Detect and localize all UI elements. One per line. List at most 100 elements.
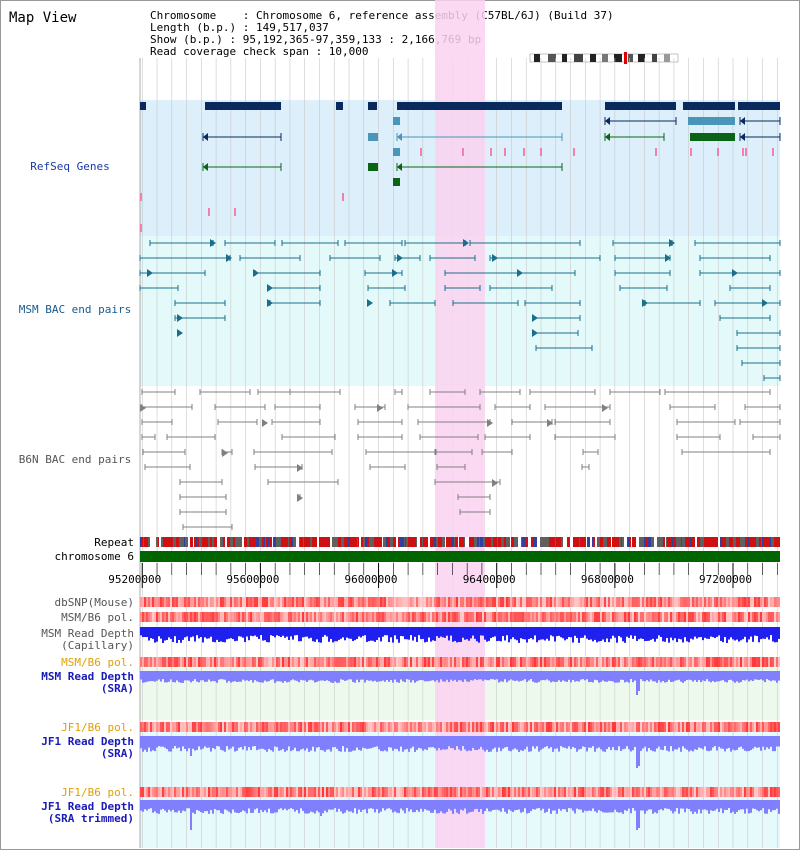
read-depth-bar	[574, 800, 576, 814]
polymorphism-cell	[512, 612, 514, 622]
polymorphism-cell	[774, 657, 776, 667]
polymorphism-cell	[498, 612, 500, 622]
polymorphism-cell	[298, 722, 300, 732]
read-depth-bar	[440, 671, 442, 680]
repeat-element	[443, 537, 445, 547]
read-depth-bar	[740, 736, 742, 747]
repeat-element	[454, 537, 455, 547]
polymorphism-cell	[640, 657, 642, 667]
repeat-element	[382, 537, 383, 547]
read-depth-bar	[370, 671, 372, 681]
read-depth-bar	[768, 671, 770, 681]
read-depth-bar	[242, 800, 244, 811]
polymorphism-cell	[256, 597, 258, 607]
repeat-element	[437, 537, 438, 547]
read-depth-bar	[222, 800, 224, 814]
polymorphism-cell	[494, 657, 496, 667]
polymorphism-cell	[758, 597, 760, 607]
read-depth-bar	[680, 671, 682, 682]
repeat-element	[593, 537, 595, 547]
read-depth-bar	[202, 671, 204, 681]
polymorphism-cell	[172, 597, 174, 607]
polymorphism-cell	[212, 612, 214, 622]
polymorphism-cell	[452, 787, 454, 797]
exon-mark	[573, 148, 575, 156]
read-depth-bar	[190, 671, 192, 683]
read-depth-bar	[320, 736, 322, 750]
refseq-gene-track[interactable]	[140, 102, 781, 232]
polymorphism-cell	[288, 612, 290, 622]
read-depth-bar	[282, 736, 284, 750]
polymorphism-cell	[272, 612, 274, 622]
polymorphism-cell	[744, 722, 746, 732]
polymorphism-cell	[574, 722, 576, 732]
polymorphism-cell	[576, 657, 578, 667]
polymorphism-cell	[356, 612, 358, 622]
polymorphism-cell	[182, 657, 184, 667]
polymorphism-cell	[718, 787, 720, 797]
read-depth-bar	[290, 627, 292, 637]
read-depth-bar	[172, 800, 174, 810]
polymorphism-cell	[756, 597, 758, 607]
polymorphism-cell	[618, 657, 620, 667]
read-depth-tracks[interactable]	[140, 627, 780, 830]
highlight-region[interactable]	[435, 0, 485, 848]
read-depth-bar	[374, 671, 376, 681]
gene-arrow	[203, 163, 208, 171]
polymorphism-cell	[302, 612, 304, 622]
chromosome-ideogram[interactable]	[528, 52, 682, 64]
gene-arrow	[605, 102, 610, 110]
gene-arrow	[397, 102, 402, 110]
read-depth-bar	[246, 627, 248, 637]
read-depth-bar	[640, 627, 642, 639]
polymorphism-cell	[532, 787, 534, 797]
polymorphism-cell	[526, 657, 528, 667]
read-depth-bar	[502, 627, 504, 637]
polymorphism-cell	[236, 657, 238, 667]
polymorphism-cell	[232, 597, 234, 607]
b6n-bac-track[interactable]	[140, 389, 781, 530]
polymorphism-cell	[540, 657, 542, 667]
polymorphism-cell	[572, 787, 574, 797]
repeat-element	[358, 537, 359, 547]
read-depth-bar	[770, 671, 772, 682]
read-depth-bar	[566, 736, 568, 749]
polymorphism-cell	[700, 722, 702, 732]
polymorphism-tracks[interactable]	[140, 597, 780, 797]
polymorphism-cell	[750, 657, 752, 667]
read-depth-bar	[706, 800, 708, 811]
read-depth-bar	[688, 627, 690, 643]
polymorphism-cell	[712, 787, 714, 797]
read-depth-bar	[624, 736, 626, 749]
read-depth-bar	[416, 800, 418, 811]
read-depth-bar	[696, 627, 698, 639]
polymorphism-cell	[264, 657, 266, 667]
polymorphism-cell	[632, 597, 634, 607]
polymorphism-cell	[340, 597, 342, 607]
gene-arrow	[205, 102, 210, 110]
read-depth-bar	[664, 800, 666, 809]
read-depth-bar	[712, 736, 714, 748]
polymorphism-cell	[636, 612, 638, 622]
read-depth-bar	[652, 736, 654, 752]
msm-bac-track[interactable]	[139, 239, 781, 381]
polymorphism-cell	[720, 597, 722, 607]
polymorphism-cell	[600, 722, 602, 732]
read-depth-bar	[220, 627, 222, 642]
read-depth-bar	[378, 671, 380, 682]
read-depth-bar	[694, 800, 696, 812]
repeat-element	[570, 537, 573, 547]
read-depth-bar	[216, 671, 218, 683]
read-depth-bar	[524, 800, 526, 809]
read-depth-bar	[550, 671, 552, 683]
polymorphism-cell	[208, 722, 210, 732]
read-depth-bar	[540, 671, 542, 681]
read-depth-bar	[140, 736, 142, 749]
polymorphism-cell	[464, 787, 466, 797]
read-depth-bar	[654, 671, 656, 682]
repeat-track[interactable]	[140, 537, 780, 547]
read-depth-bar	[308, 671, 310, 681]
polymorphism-cell	[418, 722, 420, 732]
read-depth-bar	[320, 671, 322, 681]
